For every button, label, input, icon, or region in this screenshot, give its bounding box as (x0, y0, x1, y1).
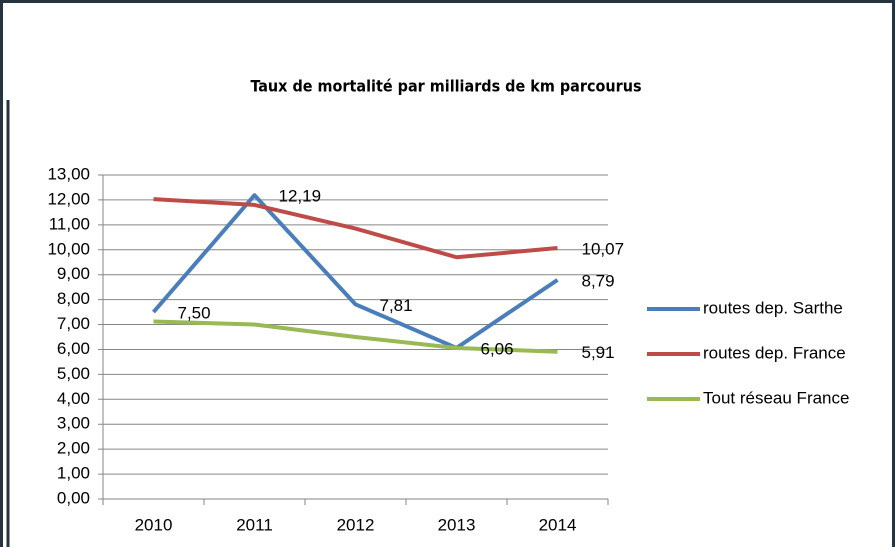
y-tick-label: 2,00 (57, 439, 90, 458)
x-tick-label: 2013 (438, 515, 476, 534)
x-tick-label: 2011 (236, 515, 273, 534)
y-tick-label: 10,00 (47, 239, 90, 258)
data-label: 5,91 (582, 343, 615, 362)
data-label: 8,79 (582, 271, 615, 290)
data-label: 6,06 (481, 339, 514, 358)
y-tick-label: 7,00 (57, 314, 90, 333)
y-tick-label: 11,00 (49, 214, 90, 233)
data-label: 12,19 (279, 187, 322, 206)
y-tick-label: 13,00 (47, 164, 90, 183)
y-tick-label: 1,00 (57, 464, 90, 483)
y-tick-label: 8,00 (57, 289, 90, 308)
data-label: 10,07 (582, 240, 625, 259)
y-tick-label: 0,00 (57, 488, 90, 507)
y-tick-label: 5,00 (57, 364, 90, 383)
series-line (153, 319, 558, 354)
y-tick-label: 4,00 (57, 389, 90, 408)
data-label: 7,50 (178, 304, 211, 323)
y-tick-label: 6,00 (57, 339, 90, 358)
x-tick-label: 2012 (337, 515, 375, 534)
y-tick-label: 12,00 (47, 189, 90, 208)
legend-label: routes dep. France (703, 343, 846, 362)
series-line (151, 193, 559, 350)
chart-title: Taux de mortalité par milliards de km pa… (250, 77, 641, 96)
legend-label: Tout réseau France (703, 388, 849, 407)
data-label: 7,81 (380, 296, 413, 315)
series-line (153, 197, 558, 260)
y-tick-label: 9,00 (57, 264, 90, 283)
x-tick-label: 2014 (539, 515, 577, 534)
legend-label: routes dep. Sarthe (703, 298, 843, 317)
y-tick-label: 3,00 (57, 414, 90, 433)
x-tick-label: 2010 (135, 515, 173, 534)
